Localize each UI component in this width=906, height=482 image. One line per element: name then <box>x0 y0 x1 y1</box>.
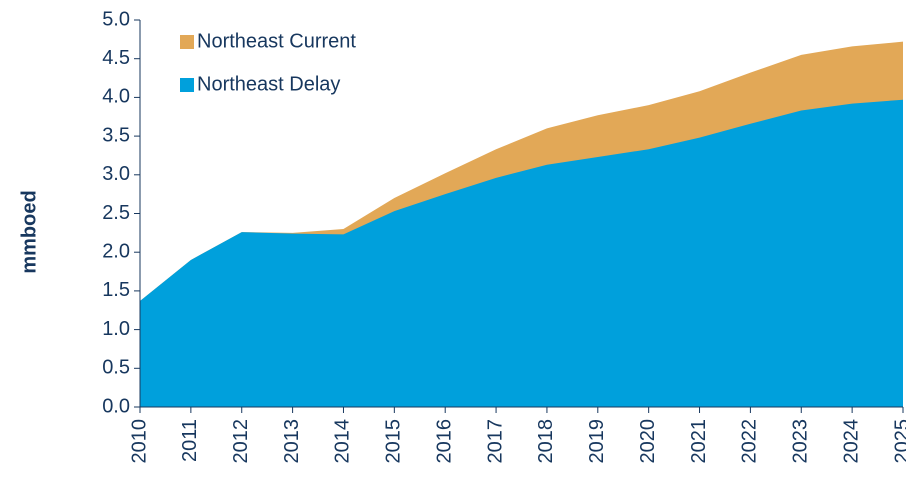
y-tick-label: 4.0 <box>102 86 130 108</box>
x-tick-label: 2018 <box>535 419 557 464</box>
y-tick-label: 4.5 <box>102 47 130 69</box>
x-tick-label: 2010 <box>128 419 150 464</box>
y-tick-label: 2.5 <box>102 202 130 224</box>
y-axis-label: mmboed <box>18 190 40 273</box>
legend-label: Northeast Current <box>197 30 356 52</box>
y-tick-label: 3.0 <box>102 163 130 185</box>
y-tick-label: 1.5 <box>102 279 130 301</box>
x-tick-label: 2012 <box>230 419 252 464</box>
y-tick-label: 0.0 <box>102 395 130 417</box>
x-tick-label: 2015 <box>383 419 405 464</box>
y-tick-label: 3.5 <box>102 124 130 146</box>
x-tick-label: 2021 <box>688 419 710 464</box>
x-tick-label: 2023 <box>790 419 812 464</box>
legend-label: Northeast Delay <box>197 73 340 95</box>
y-tick-label: 1.0 <box>102 318 130 340</box>
x-tick-label: 2014 <box>332 419 354 464</box>
x-tick-label: 2019 <box>586 419 608 464</box>
x-tick-label: 2025 <box>891 419 906 464</box>
x-tick-label: 2017 <box>484 419 506 464</box>
legend-swatch <box>180 35 194 49</box>
legend-swatch <box>180 78 194 92</box>
x-tick-label: 2024 <box>840 419 862 464</box>
x-tick-label: 2011 <box>179 419 201 462</box>
x-tick-label: 2016 <box>433 419 455 464</box>
y-tick-label: 5.0 <box>102 8 130 30</box>
x-tick-label: 2022 <box>739 419 761 464</box>
area <box>140 99 903 408</box>
y-tick-label: 2.0 <box>102 240 130 262</box>
x-tick-label: 2013 <box>281 419 303 464</box>
y-tick-label: 0.5 <box>102 357 130 379</box>
x-tick-label: 2020 <box>637 419 659 464</box>
